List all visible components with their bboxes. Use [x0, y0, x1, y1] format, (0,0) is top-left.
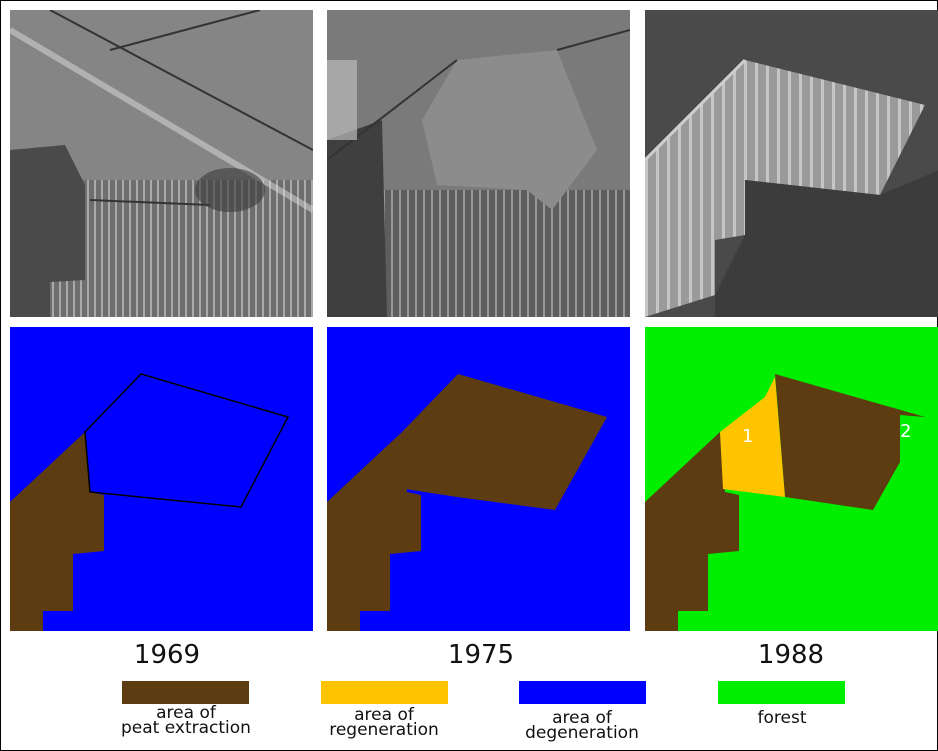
peat-extraction-area: [327, 432, 421, 631]
year-label-1969: 1969: [133, 640, 201, 670]
legend-label-degeneration: area of degeneration: [525, 708, 639, 743]
peat-extraction-area: [10, 432, 104, 631]
classification-map-1969: [10, 327, 313, 631]
regeneration-area-1: [720, 377, 785, 497]
aerial-photo-1988: [645, 10, 938, 317]
legend-swatch-regeneration: [321, 681, 448, 704]
legend-label-forest: forest: [757, 708, 807, 728]
legend-label-peat-extraction: area of peat extraction: [121, 703, 251, 738]
aerial-photo-1969: [10, 10, 313, 317]
legend-swatch-degeneration: [519, 681, 646, 704]
aerial-photo-1975: [327, 10, 630, 317]
peat-extraction-area: [645, 432, 739, 631]
legend-swatch-peat-extraction: [122, 681, 249, 704]
region-label-1: 1: [742, 426, 754, 447]
new-extraction-area: [402, 374, 607, 510]
future-extraction-outline: [84, 373, 290, 508]
year-label-1988: 1988: [757, 640, 825, 670]
legend-swatch-forest: [718, 681, 845, 704]
year-label-1975: 1975: [447, 640, 515, 670]
classification-map-1975: [327, 327, 630, 631]
region-label-2: 2: [900, 421, 912, 442]
classification-map-1988: 1 2: [645, 327, 938, 631]
extraction-area-upper: [775, 374, 925, 510]
forest-area-2: [900, 415, 925, 462]
legend-label-regeneration: area of regeneration: [329, 705, 439, 740]
